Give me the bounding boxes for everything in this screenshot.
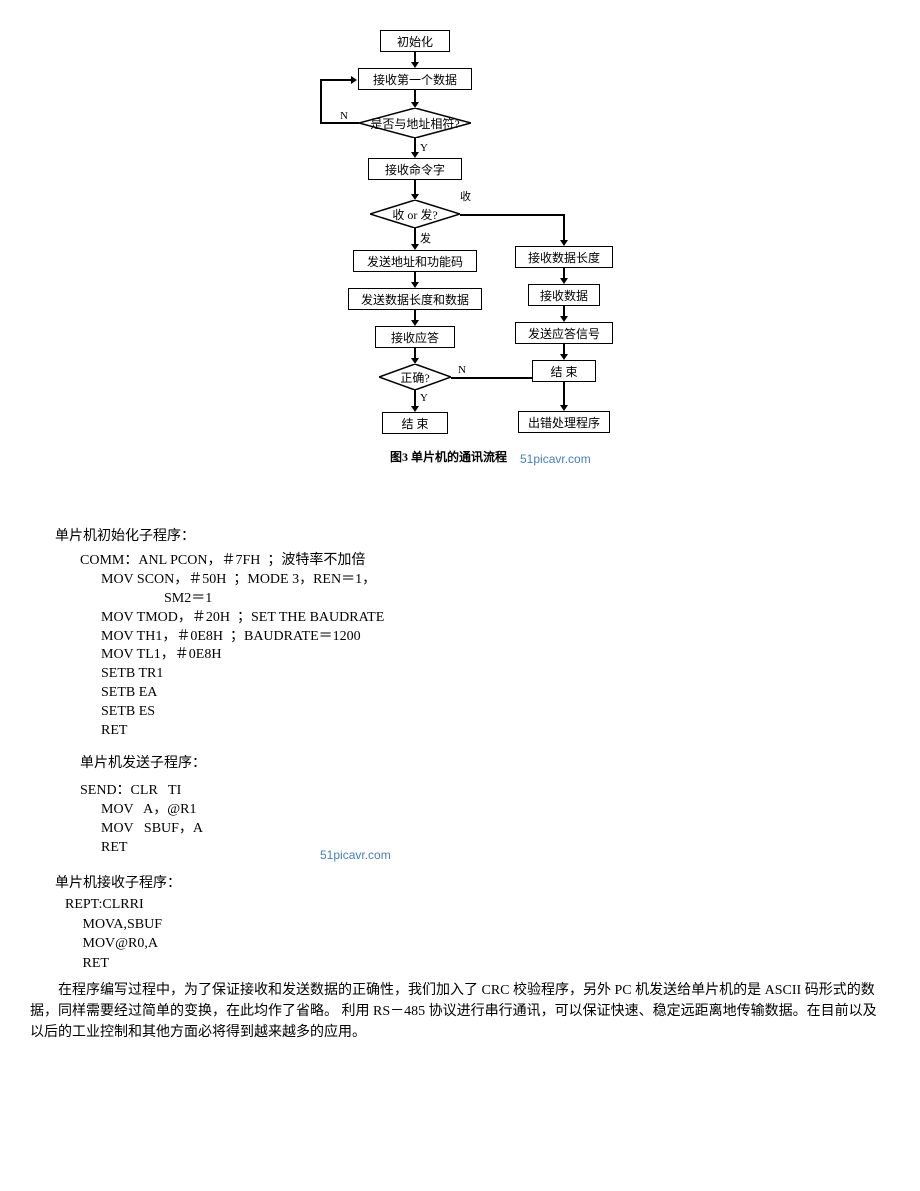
label-shou: 收 <box>460 188 471 204</box>
decision-addr-match: 是否与地址相符? <box>359 108 471 138</box>
node-recv-len: 接收数据长度 <box>515 246 613 268</box>
watermark-2: 51picavr.com <box>320 848 391 862</box>
recv-code: REPT:CLRRI MOVA,SBUF MOV@R0,A RET <box>65 895 162 973</box>
label-n2: N <box>458 364 466 376</box>
node-send-ack: 发送应答信号 <box>515 322 613 344</box>
body-paragraph: 在程序编写过程中，为了保证接收和发送数据的正确性，我们加入了 CRC 校验程序，… <box>30 980 890 1043</box>
node-recv-first: 接收第一个数据 <box>358 68 472 90</box>
flowchart-caption: 图3 单片机的通讯流程 <box>390 448 507 465</box>
decision-correct: 正确? <box>379 364 451 390</box>
node-end-left: 结 束 <box>382 412 448 434</box>
node-recv-cmd: 接收命令字 <box>368 158 462 180</box>
label-n1: N <box>340 110 348 122</box>
label-y1: Y <box>420 142 428 154</box>
send-title: 单片机发送子程序： <box>80 752 206 772</box>
decision-recv-send: 收 or 发? <box>370 200 460 228</box>
node-recv-ack: 接收应答 <box>375 326 455 348</box>
label-fa: 发 <box>420 230 431 246</box>
watermark-1: 51picavr.com <box>520 452 591 466</box>
node-end-right: 结 束 <box>532 360 596 382</box>
flowchart-container: 初始化 接收第一个数据 是否与地址相符? N Y 接收命令字 收 收 or 发?… <box>320 30 640 440</box>
send-code: SEND：CLR TI MOV A，@R1 MOV SBUF，A RET <box>80 782 203 858</box>
init-title: 单片机初始化子程序： <box>55 525 195 545</box>
node-send-len: 发送数据长度和数据 <box>348 288 482 310</box>
node-init: 初始化 <box>380 30 450 52</box>
recv-title: 单片机接收子程序： <box>55 872 181 892</box>
node-error: 出错处理程序 <box>518 411 610 433</box>
label-y2: Y <box>420 392 428 404</box>
init-code: COMM：ANL PCON，＃7FH ；波特率不加倍 MOV SCON，＃50H… <box>80 552 384 741</box>
node-send-addr: 发送地址和功能码 <box>353 250 477 272</box>
node-recv-data: 接收数据 <box>528 284 600 306</box>
